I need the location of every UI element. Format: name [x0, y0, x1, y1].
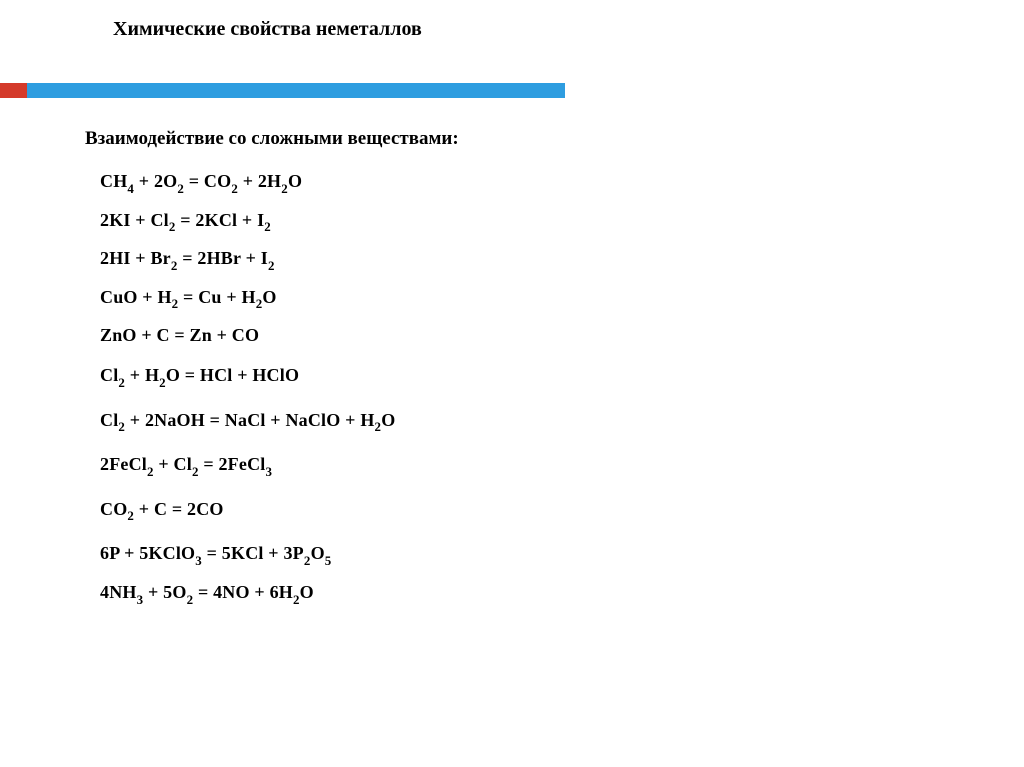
accent-bar [0, 83, 565, 98]
equation: 2KI + Cl2 = 2KCl + I2 [100, 211, 395, 234]
equation: Cl2 + H2O = HCl + HClO [100, 366, 395, 389]
equation: 4NH3 + 5O2 = 4NO + 6H2O [100, 583, 395, 606]
equation: Cl2 + 2NaOH = NaCl + NaClO + H2O [100, 411, 395, 434]
equation: CO2 + C = 2CO [100, 500, 395, 523]
equation: 2FeCl2 + Cl2 = 2FeCl3 [100, 455, 395, 478]
equations-list: CH4 + 2O2 = CO2 + 2H2O 2KI + Cl2 = 2KCl +… [100, 172, 395, 621]
equation: CH4 + 2O2 = CO2 + 2H2O [100, 172, 395, 195]
equation: 2HI + Br2 = 2HBr + I2 [100, 249, 395, 272]
accent-bar-red [0, 83, 27, 98]
slide: Химические свойства неметаллов Взаимодей… [0, 0, 1024, 767]
equation: CuO + H2 = Cu + H2O [100, 288, 395, 311]
section-subtitle: Взаимодействие со сложными веществами: [85, 128, 459, 150]
equation: 6P + 5KClO3 = 5KCl + 3P2O5 [100, 544, 395, 567]
equation: ZnO + C = Zn + CO [100, 326, 395, 344]
accent-bar-blue [27, 83, 565, 98]
page-title: Химические свойства неметаллов [113, 18, 422, 41]
